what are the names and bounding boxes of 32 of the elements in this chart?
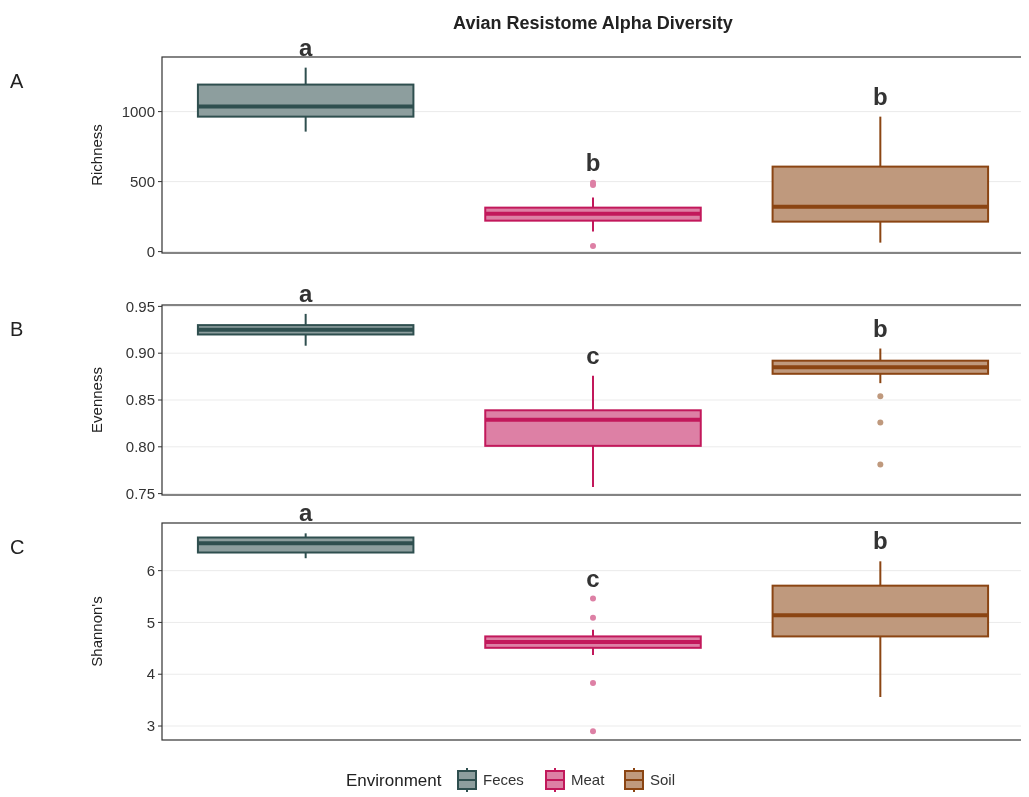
text: C (10, 536, 25, 558)
annotation: a (298, 33, 313, 61)
y-axis-title: Evenness (88, 367, 105, 433)
y-axis-title: Richness (88, 124, 105, 186)
annotation: a (298, 279, 313, 307)
legend-label: Meat (571, 771, 606, 789)
y-tick-label: 0.75 (125, 484, 155, 502)
text: A (10, 70, 24, 92)
y-tick-label: 0.85 (125, 391, 155, 409)
annotation: b (873, 82, 888, 110)
annotation: c (586, 564, 600, 592)
legend-title: Environment (346, 770, 442, 790)
legend-label: Soil (650, 771, 676, 789)
chart-title: Avian Resistome Alpha Diversity (453, 13, 733, 33)
annotation: b (585, 148, 601, 176)
annotation: b (873, 314, 888, 342)
annotation: b (873, 527, 888, 555)
y-tick-label: 0.95 (125, 297, 155, 315)
y-tick-label: 500 (129, 172, 155, 190)
annotation: c (586, 341, 600, 369)
y-tick-label: 6 (146, 561, 155, 579)
y-tick-label: 0.80 (125, 438, 155, 456)
y-tick-label: 0 (146, 242, 155, 260)
y-tick-label: 5 (146, 613, 155, 631)
y-tick-label: 4 (146, 665, 155, 683)
annotation: a (298, 499, 313, 527)
y-tick-label: 1000 (121, 102, 155, 120)
text: B (10, 318, 24, 340)
y-axis-title: Shannon's (88, 596, 105, 667)
y-tick-label: 0.90 (125, 344, 155, 362)
legend-label: Feces (483, 771, 524, 789)
y-tick-label: 3 (146, 717, 155, 735)
